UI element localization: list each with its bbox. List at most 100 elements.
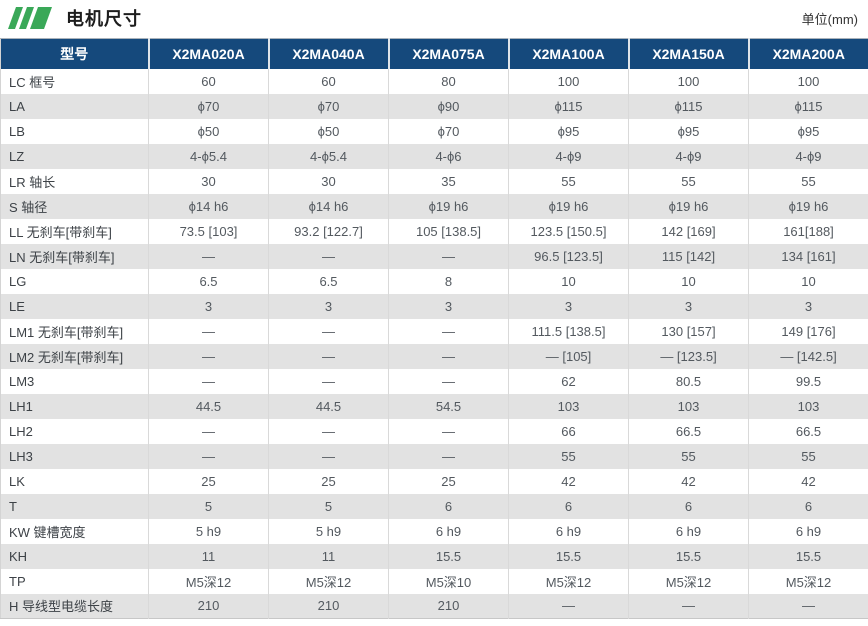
cell-value: 10 xyxy=(628,268,749,294)
cell-value: — [142.5] xyxy=(748,343,868,369)
cell-value: 5 h9 xyxy=(148,518,269,544)
cell-value: — xyxy=(148,243,269,269)
cell-value: — xyxy=(148,368,269,394)
cell-value: ϕ115 xyxy=(508,93,629,119)
cell-value: 210 xyxy=(148,593,269,619)
row-label: LH2 xyxy=(0,418,149,444)
cell-value: ϕ115 xyxy=(748,93,868,119)
cell-value: 80 xyxy=(388,68,509,94)
cell-value: M5深12 xyxy=(508,568,629,594)
row-label: LK xyxy=(0,468,149,494)
cell-value: 103 xyxy=(748,393,868,419)
cell-value: 96.5 [123.5] xyxy=(508,243,629,269)
cell-value: ϕ90 xyxy=(388,93,509,119)
cell-value: 99.5 xyxy=(748,368,868,394)
cell-value: ϕ95 xyxy=(748,118,868,144)
row-label: LH1 xyxy=(0,393,149,419)
row-label: KH xyxy=(0,543,149,569)
row-label: LC 框号 xyxy=(0,68,149,94)
cell-value: 4-ϕ9 xyxy=(748,143,868,169)
table-row: KH 11 11 15.5 15.5 15.5 15.5 xyxy=(0,543,868,569)
table-row: LE 3 3 3 3 3 3 xyxy=(0,293,868,319)
table-row: S 轴径 ϕ14 h6 ϕ14 h6 ϕ19 h6 ϕ19 h6 ϕ19 h6 ϕ19 h6 xyxy=(0,193,868,219)
cell-value: 66.5 xyxy=(628,418,749,444)
cell-value: 4-ϕ5.4 xyxy=(148,143,269,169)
cell-value: ϕ95 xyxy=(508,118,629,144)
row-label: LZ xyxy=(0,143,149,169)
table-row: LH3— — —55 55 55 xyxy=(0,443,868,469)
model-column-X2MA150A: X2MA150A xyxy=(627,38,749,69)
cell-value: 3 xyxy=(268,293,389,319)
cell-value: ϕ50 xyxy=(148,118,269,144)
cell-value: 15.5 xyxy=(388,543,509,569)
row-label: S 轴径 xyxy=(0,193,149,219)
cell-value: 6 xyxy=(508,493,629,519)
unit-label: 单位(mm) xyxy=(801,11,858,27)
cell-value: 11 xyxy=(148,543,269,569)
cell-value: — xyxy=(628,593,749,619)
cell-value: 30 xyxy=(268,168,389,194)
cell-value: M5深12 xyxy=(748,568,868,594)
cell-value: 10 xyxy=(508,268,629,294)
cell-value: ϕ95 xyxy=(628,118,749,144)
cell-value: — xyxy=(268,443,389,469)
cell-value: 4-ϕ9 xyxy=(628,143,749,169)
cell-value: 80.5 xyxy=(628,368,749,394)
cell-value: ϕ19 h6 xyxy=(748,193,868,219)
cell-value: 6 h9 xyxy=(748,518,868,544)
cell-value: — xyxy=(388,443,509,469)
row-label: TP xyxy=(0,568,149,594)
cell-value: 6 h9 xyxy=(388,518,509,544)
cell-value: 100 xyxy=(508,68,629,94)
table-row: LM1 无刹车[带刹车] — — —111.5 [138.5] 130 [157] 149… xyxy=(0,318,868,344)
cell-value: 6 h9 xyxy=(628,518,749,544)
page-title: 电机尺寸 xyxy=(66,9,142,29)
row-label: LL 无刹车[带刹车] xyxy=(0,218,149,244)
cell-value: 6 xyxy=(748,493,868,519)
cell-value: 66.5 xyxy=(748,418,868,444)
cell-value: 54.5 xyxy=(388,393,509,419)
row-label: LA xyxy=(0,93,149,119)
cell-value: 15.5 xyxy=(628,543,749,569)
cell-value: 149 [176] xyxy=(748,318,868,344)
table-row: KW 键槽宽度 5 h9 5 h9 6 h9 6 h9 6 h9 6 h9 xyxy=(0,518,868,544)
cell-value: 55 xyxy=(628,443,749,469)
cell-value: 115 [142] xyxy=(628,243,749,269)
cell-value: — [123.5] xyxy=(628,343,749,369)
cell-value: ϕ19 h6 xyxy=(628,193,749,219)
table-row: LM3— — —62 80.5 99.5 xyxy=(0,368,868,394)
table-row: LN 无刹车[带刹车] — — —96.5 [123.5] 115 [142] 134 [… xyxy=(0,243,868,269)
table-row: TP M5深12 M5深12 M5深10 M5深12 M5深12 M5深12 xyxy=(0,568,868,594)
cell-value: 6 xyxy=(388,493,509,519)
cell-value: 93.2 [122.7] xyxy=(268,218,389,244)
table-header-row: 型号 X2MA020A X2MA040A X2MA075A X2MA100A X2MA15… xyxy=(0,38,868,69)
cell-value: 134 [161] xyxy=(748,243,868,269)
cell-value: 15.5 xyxy=(508,543,629,569)
cell-value: 55 xyxy=(628,168,749,194)
cell-value: 62 xyxy=(508,368,629,394)
cell-value: 55 xyxy=(748,443,868,469)
cell-value: 111.5 [138.5] xyxy=(508,318,629,344)
table-row: H 导线型电缆长度 210 210 210— — — xyxy=(0,593,868,619)
cell-value: 25 xyxy=(388,468,509,494)
cell-value: 100 xyxy=(748,68,868,94)
cell-value: ϕ70 xyxy=(268,93,389,119)
table-row: LK 25 25 25 42 42 42 xyxy=(0,468,868,494)
cell-value: — xyxy=(268,418,389,444)
cell-value: M5深12 xyxy=(268,568,389,594)
cell-value: 55 xyxy=(508,168,629,194)
cell-value: 5 xyxy=(268,493,389,519)
table-row: LM2 无刹车[带刹车] — — — — [105] — [123.5] — [142.5] xyxy=(0,343,868,369)
table-row: LH1 44.5 44.5 54.5 103 103 103 xyxy=(0,393,868,419)
cell-value: — xyxy=(148,318,269,344)
row-label: LM1 无刹车[带刹车] xyxy=(0,318,149,344)
cell-value: 42 xyxy=(508,468,629,494)
row-label: LE xyxy=(0,293,149,319)
cell-value: M5深10 xyxy=(388,568,509,594)
table-row: LL 无刹车[带刹车] 73.5 [103] 93.2 [122.7] 105 [13… xyxy=(0,218,868,244)
cell-value: — xyxy=(508,593,629,619)
cell-value: 35 xyxy=(388,168,509,194)
cell-value: 6.5 xyxy=(148,268,269,294)
cell-value: 25 xyxy=(268,468,389,494)
